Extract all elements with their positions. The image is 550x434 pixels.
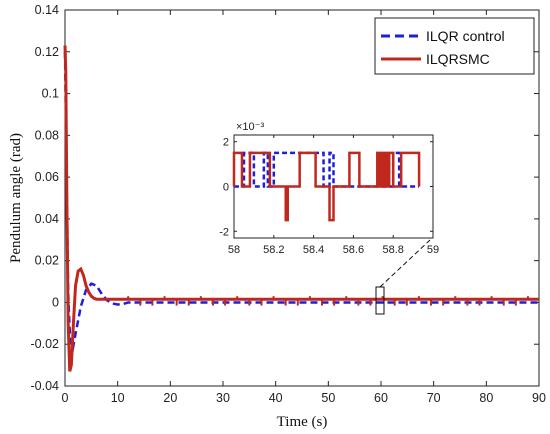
- x-tick-label: 90: [532, 391, 546, 405]
- x-tick-label: 10: [111, 391, 125, 405]
- y-tick-label: 0.12: [35, 45, 59, 59]
- x-tick-label: 60: [374, 391, 388, 405]
- x-tick-label: 58.4: [303, 244, 324, 256]
- x-tick-label: 58.2: [263, 244, 284, 256]
- inset-series-lines: [232, 151, 421, 222]
- x-tick-label: 59: [427, 244, 439, 256]
- zoom-connector-line: [379, 239, 431, 288]
- y-axis-label: Pendulum angle (rad): [8, 133, 24, 263]
- x-axis-label: Time (s): [277, 414, 328, 430]
- x-tick-label: 58: [228, 244, 240, 256]
- y-tick-label: -0.02: [31, 337, 60, 351]
- inset-axis-ticks: 58 58.2 58.4 58.6 58.8 59 -2 0 2: [219, 135, 439, 256]
- main-axis-ticks: 0 10 20 30 40 50 60 70 80 90-0.04-0.0200.020.040.…: [31, 3, 546, 405]
- y-tick-label: 0.04: [35, 212, 59, 226]
- legend: ILQR control ILQRSMC: [374, 17, 535, 75]
- y-tick-label: 0.02: [35, 254, 59, 268]
- x-tick-label: 70: [427, 391, 441, 405]
- x-tick-label: 30: [216, 391, 230, 405]
- series-line-ilqrsmc: [63, 45, 539, 372]
- x-tick-label: 58.8: [382, 244, 403, 256]
- y-tick-label: 2: [223, 137, 229, 149]
- x-tick-label: 0: [62, 391, 69, 405]
- legend-label-ilqrsmc: ILQRSMC: [426, 51, 490, 67]
- series-line-ilqrsmc: [232, 151, 421, 222]
- y-tick-label: 0.08: [35, 128, 59, 142]
- y-tick-label: -0.04: [31, 379, 60, 393]
- legend-label-ilqr: ILQR control: [426, 28, 505, 44]
- x-tick-label: 20: [163, 391, 177, 405]
- y-tick-label: -2: [219, 226, 229, 238]
- x-tick-label: 50: [321, 391, 335, 405]
- x-tick-label: 80: [479, 391, 493, 405]
- main-series-lines: [63, 45, 539, 372]
- y-tick-label: 0.1: [42, 87, 59, 101]
- y-tick-label: 0: [52, 295, 59, 309]
- inset-multiplier: ×10⁻³: [236, 121, 264, 133]
- y-tick-label: 0.06: [35, 170, 59, 184]
- legend-box: [374, 17, 535, 75]
- y-tick-label: 0.14: [35, 3, 59, 17]
- x-tick-label: 58.6: [343, 244, 364, 256]
- x-tick-label: 40: [269, 391, 283, 405]
- y-tick-label: 0: [223, 182, 229, 194]
